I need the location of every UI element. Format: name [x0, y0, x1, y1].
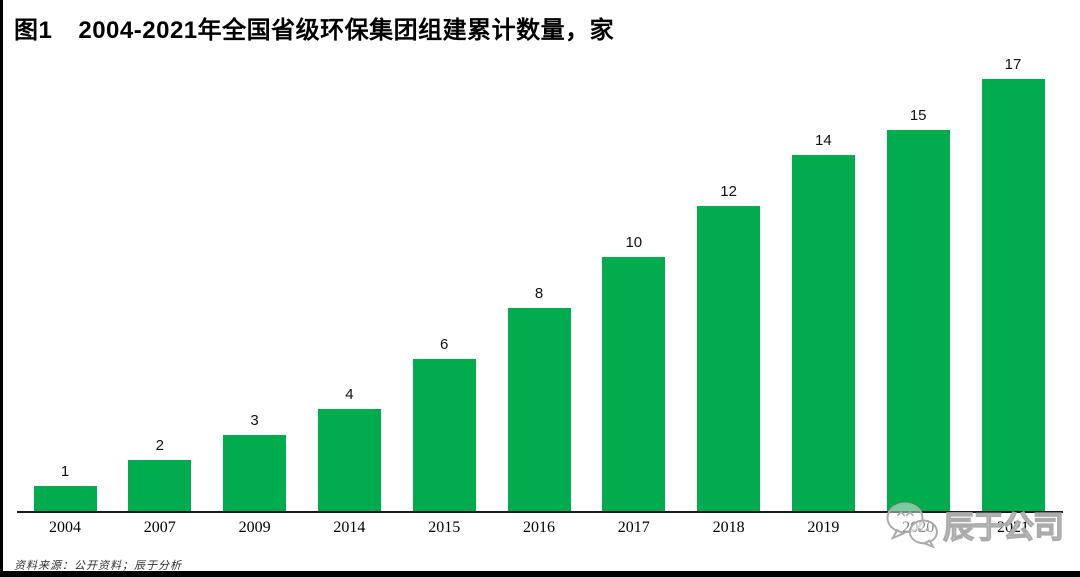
bar [317, 409, 381, 511]
bar-value-label: 15 [909, 107, 927, 124]
left-border [0, 0, 3, 577]
source-note: 资料来源：公开资料；辰于分析 [14, 560, 182, 572]
bar [981, 79, 1045, 511]
x-tick-label: 2021 [997, 519, 1029, 536]
bar-value-label: 8 [534, 285, 544, 302]
page-title: 图1 2004-2021年全国省级环保集团组建累计数量，家 [14, 10, 614, 45]
bar-value-label: 12 [720, 183, 737, 200]
bar-value-label: 14 [815, 132, 832, 149]
chart-title-text: 2004-2021年全国省级环保集团组建累计数量，家 [78, 17, 615, 44]
x-axis-line [17, 511, 1063, 513]
bottom-border [0, 571, 1080, 577]
bar-value-label: 17 [1004, 56, 1022, 73]
x-tick-label: 2020 [902, 519, 935, 536]
x-tick-label: 2015 [428, 519, 461, 536]
x-tick-label: 2017 [617, 519, 650, 536]
bar-value-label: 4 [345, 386, 354, 403]
x-tick-label: 2009 [238, 519, 271, 536]
bar-chart: 1 2004 2 2007 3 2009 4 2014 6 2015 8 2016 10 2017 12 20… [17, 0, 1063, 536]
x-tick-label: 2007 [143, 519, 176, 536]
bar-value-label: 2 [155, 437, 164, 454]
bar [223, 435, 287, 511]
bar [507, 308, 571, 511]
bar-value-label: 3 [250, 412, 259, 429]
bar [602, 257, 666, 511]
bar [886, 130, 950, 511]
bar [412, 359, 476, 511]
x-tick-label: 2019 [807, 519, 840, 536]
x-tick-label: 2018 [712, 519, 745, 536]
bar-value-label: 6 [440, 336, 449, 353]
bar-value-label: 10 [625, 234, 643, 251]
figure-label: 图1 [14, 17, 53, 44]
bar [697, 206, 761, 511]
bar-value-label: 1 [60, 463, 70, 480]
x-tick-label: 2016 [523, 519, 555, 536]
bar [128, 460, 192, 511]
bar [791, 155, 855, 511]
x-tick-label: 2014 [333, 519, 366, 536]
bar [33, 486, 97, 511]
x-tick-label: 2004 [49, 519, 81, 536]
